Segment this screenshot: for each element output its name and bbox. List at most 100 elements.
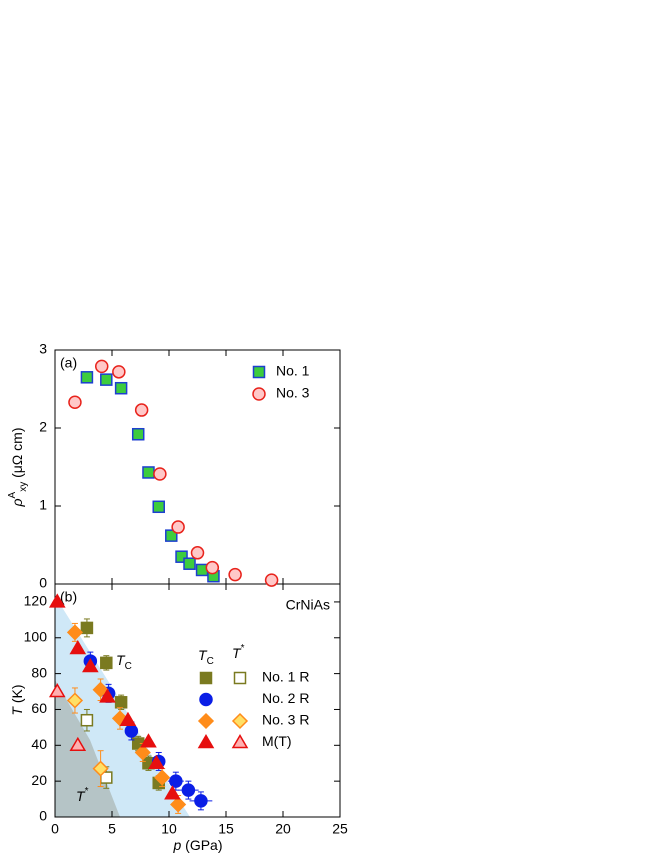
symbol: ρ: [9, 498, 25, 507]
marker: [100, 656, 113, 670]
unit: (K): [9, 684, 25, 707]
unit: (GPa): [181, 837, 222, 853]
marker: [190, 546, 205, 560]
marker: [69, 640, 87, 655]
marker: [183, 557, 196, 570]
marker: [148, 754, 165, 769]
marker: [152, 500, 165, 514]
marker: [169, 774, 183, 788]
marker: [124, 724, 139, 738]
marker: [68, 395, 82, 410]
y-tick-label: 40: [31, 736, 47, 752]
marker: [69, 736, 87, 752]
superscript: *: [85, 786, 89, 797]
marker: [153, 467, 167, 481]
symbol: p: [172, 837, 181, 853]
marker: [82, 657, 99, 673]
y-tick-label: 80: [31, 664, 47, 680]
subscript: C: [125, 661, 132, 672]
y-axis-label: ρAxy (μΩ cm): [7, 427, 29, 507]
marker: [231, 734, 249, 749]
marker: [233, 671, 247, 685]
marker: [199, 671, 213, 685]
x-tick-label: 25: [332, 821, 348, 837]
x-tick-label: 0: [51, 821, 59, 837]
y-tick-label: 20: [31, 772, 47, 788]
marker: [134, 744, 151, 761]
symbol: T: [116, 652, 126, 668]
y-tick-label: 1: [39, 497, 47, 513]
marker: [197, 712, 215, 730]
marker: [119, 711, 137, 726]
marker: [114, 696, 128, 709]
marker: [194, 794, 208, 808]
marker: [80, 713, 94, 727]
marker: [231, 712, 249, 730]
marker: [66, 624, 84, 641]
legend-header: T*: [232, 643, 245, 661]
marker: [80, 621, 94, 635]
legend-label: M(T): [262, 733, 292, 749]
x-tick-label: 15: [218, 821, 234, 837]
marker: [94, 359, 109, 374]
legend-label: No. 3 R: [262, 712, 309, 728]
legend-label: No. 3: [276, 385, 310, 401]
marker: [99, 688, 116, 703]
marker: [264, 573, 279, 587]
phase-label: TC: [116, 652, 132, 672]
marker: [170, 796, 187, 813]
y-tick-label: 120: [24, 593, 48, 609]
marker: [142, 466, 155, 479]
superscript: *: [241, 643, 245, 654]
legend-label: No. 1 R: [262, 669, 309, 685]
marker: [228, 567, 242, 582]
legend-header: TC: [198, 647, 214, 667]
y-axis-label: T (K): [9, 684, 25, 715]
marker: [66, 692, 84, 709]
marker: [252, 387, 266, 401]
y-tick-label: 60: [31, 700, 47, 716]
marker: [165, 529, 178, 542]
marker: [131, 427, 145, 441]
marker: [92, 760, 109, 777]
marker: [140, 733, 157, 748]
x-tick-label: 5: [108, 821, 116, 837]
symbol: T: [232, 645, 242, 661]
marker: [92, 681, 109, 698]
subscript: C: [207, 656, 214, 667]
marker: [134, 403, 149, 417]
subscript: xy: [18, 482, 29, 492]
marker: [205, 560, 220, 575]
marker: [199, 692, 213, 707]
marker: [197, 734, 215, 749]
symbol: T: [198, 647, 208, 663]
x-tick-label: 20: [275, 821, 291, 837]
phase-label: T*: [76, 786, 89, 804]
symbol: T: [9, 706, 25, 716]
y-tick-label: 0: [39, 808, 47, 824]
y-tick-label: 2: [39, 419, 47, 435]
legend-label: No. 2 R: [262, 690, 309, 706]
y-tick-label: 100: [24, 628, 48, 644]
marker: [181, 783, 196, 797]
marker: [154, 769, 171, 786]
x-tick-label: 10: [161, 821, 177, 837]
legend-label: No. 1: [276, 363, 310, 379]
marker: [114, 381, 128, 395]
marker: [48, 593, 66, 608]
marker: [171, 520, 185, 534]
marker: [48, 683, 66, 698]
annotation: CrNiAs: [286, 597, 330, 613]
marker: [112, 365, 126, 379]
unit: (μΩ cm): [9, 427, 25, 481]
marker: [100, 373, 113, 386]
panel-b-frame: [54, 583, 341, 818]
marker: [80, 371, 94, 384]
x-axis-label: p (GPa): [172, 837, 222, 853]
panel-label: (a): [60, 355, 77, 371]
y-tick-label: 3: [39, 341, 47, 357]
marker: [252, 365, 266, 379]
marker: [164, 785, 181, 800]
panel-label: (b): [60, 589, 77, 605]
